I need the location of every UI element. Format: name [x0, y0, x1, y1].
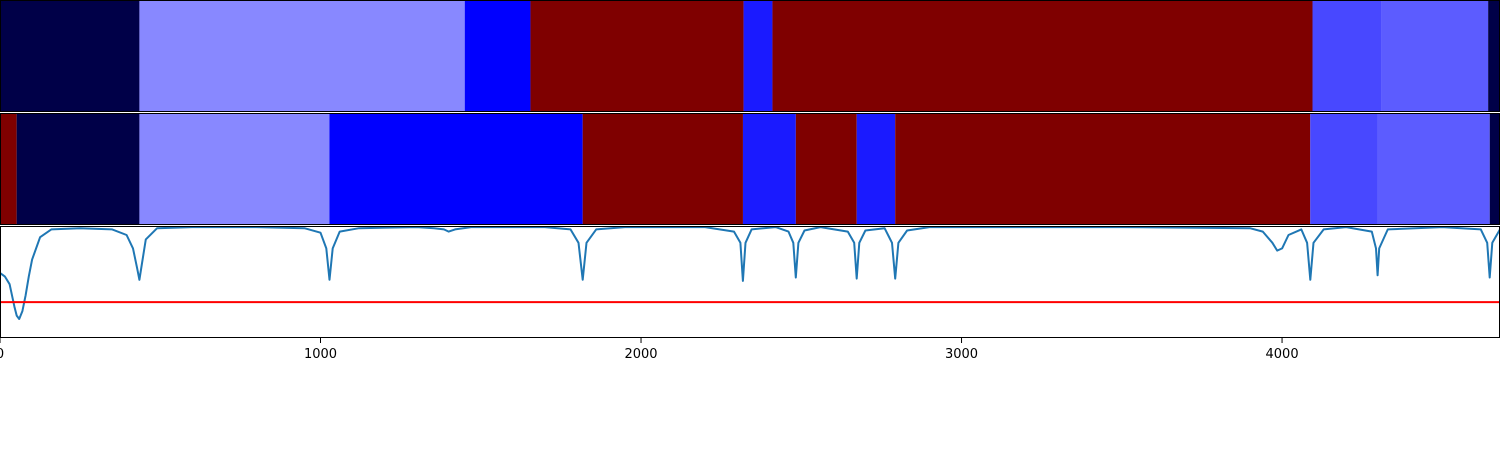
segment-top-7: [1381, 0, 1489, 112]
segment-top-8: [1488, 0, 1500, 112]
x-tick-label-4: 4000: [1266, 347, 1299, 362]
segment-middle-10: [1377, 113, 1490, 225]
segment-middle-6: [795, 113, 857, 225]
segment-middle-11: [1489, 113, 1500, 225]
top-segment-strip: [0, 0, 1500, 112]
segment-top-4: [743, 0, 773, 112]
segment-top-1: [139, 0, 465, 112]
x-axis: 0 1000 2000 3000 4000: [0, 338, 1299, 362]
x-tick-label-0: 0: [0, 347, 4, 362]
segment-top-3: [530, 0, 744, 112]
segment-middle-2: [139, 113, 330, 225]
segment-top-2: [464, 0, 531, 112]
x-tick-label-2: 2000: [624, 347, 657, 362]
segment-middle-3: [329, 113, 583, 225]
segment-middle-1: [16, 113, 140, 225]
segment-top-5: [772, 0, 1313, 112]
x-tick-label-1: 1000: [304, 347, 337, 362]
segment-middle-9: [1310, 113, 1378, 225]
x-tick-label-3: 3000: [945, 347, 978, 362]
series-line-0: [0, 226, 1500, 320]
bottom-plot-frame: [0, 226, 1500, 338]
segment-middle-8: [895, 113, 1311, 225]
segment-middle-7: [856, 113, 896, 225]
segment-middle-0: [0, 113, 17, 225]
bottom-line-plot: [0, 226, 1500, 338]
segment-middle-4: [582, 113, 743, 225]
segment-top-6: [1312, 0, 1382, 112]
middle-segment-strip: [0, 113, 1500, 225]
segment-middle-5: [742, 113, 796, 225]
segment-top-0: [0, 0, 140, 112]
